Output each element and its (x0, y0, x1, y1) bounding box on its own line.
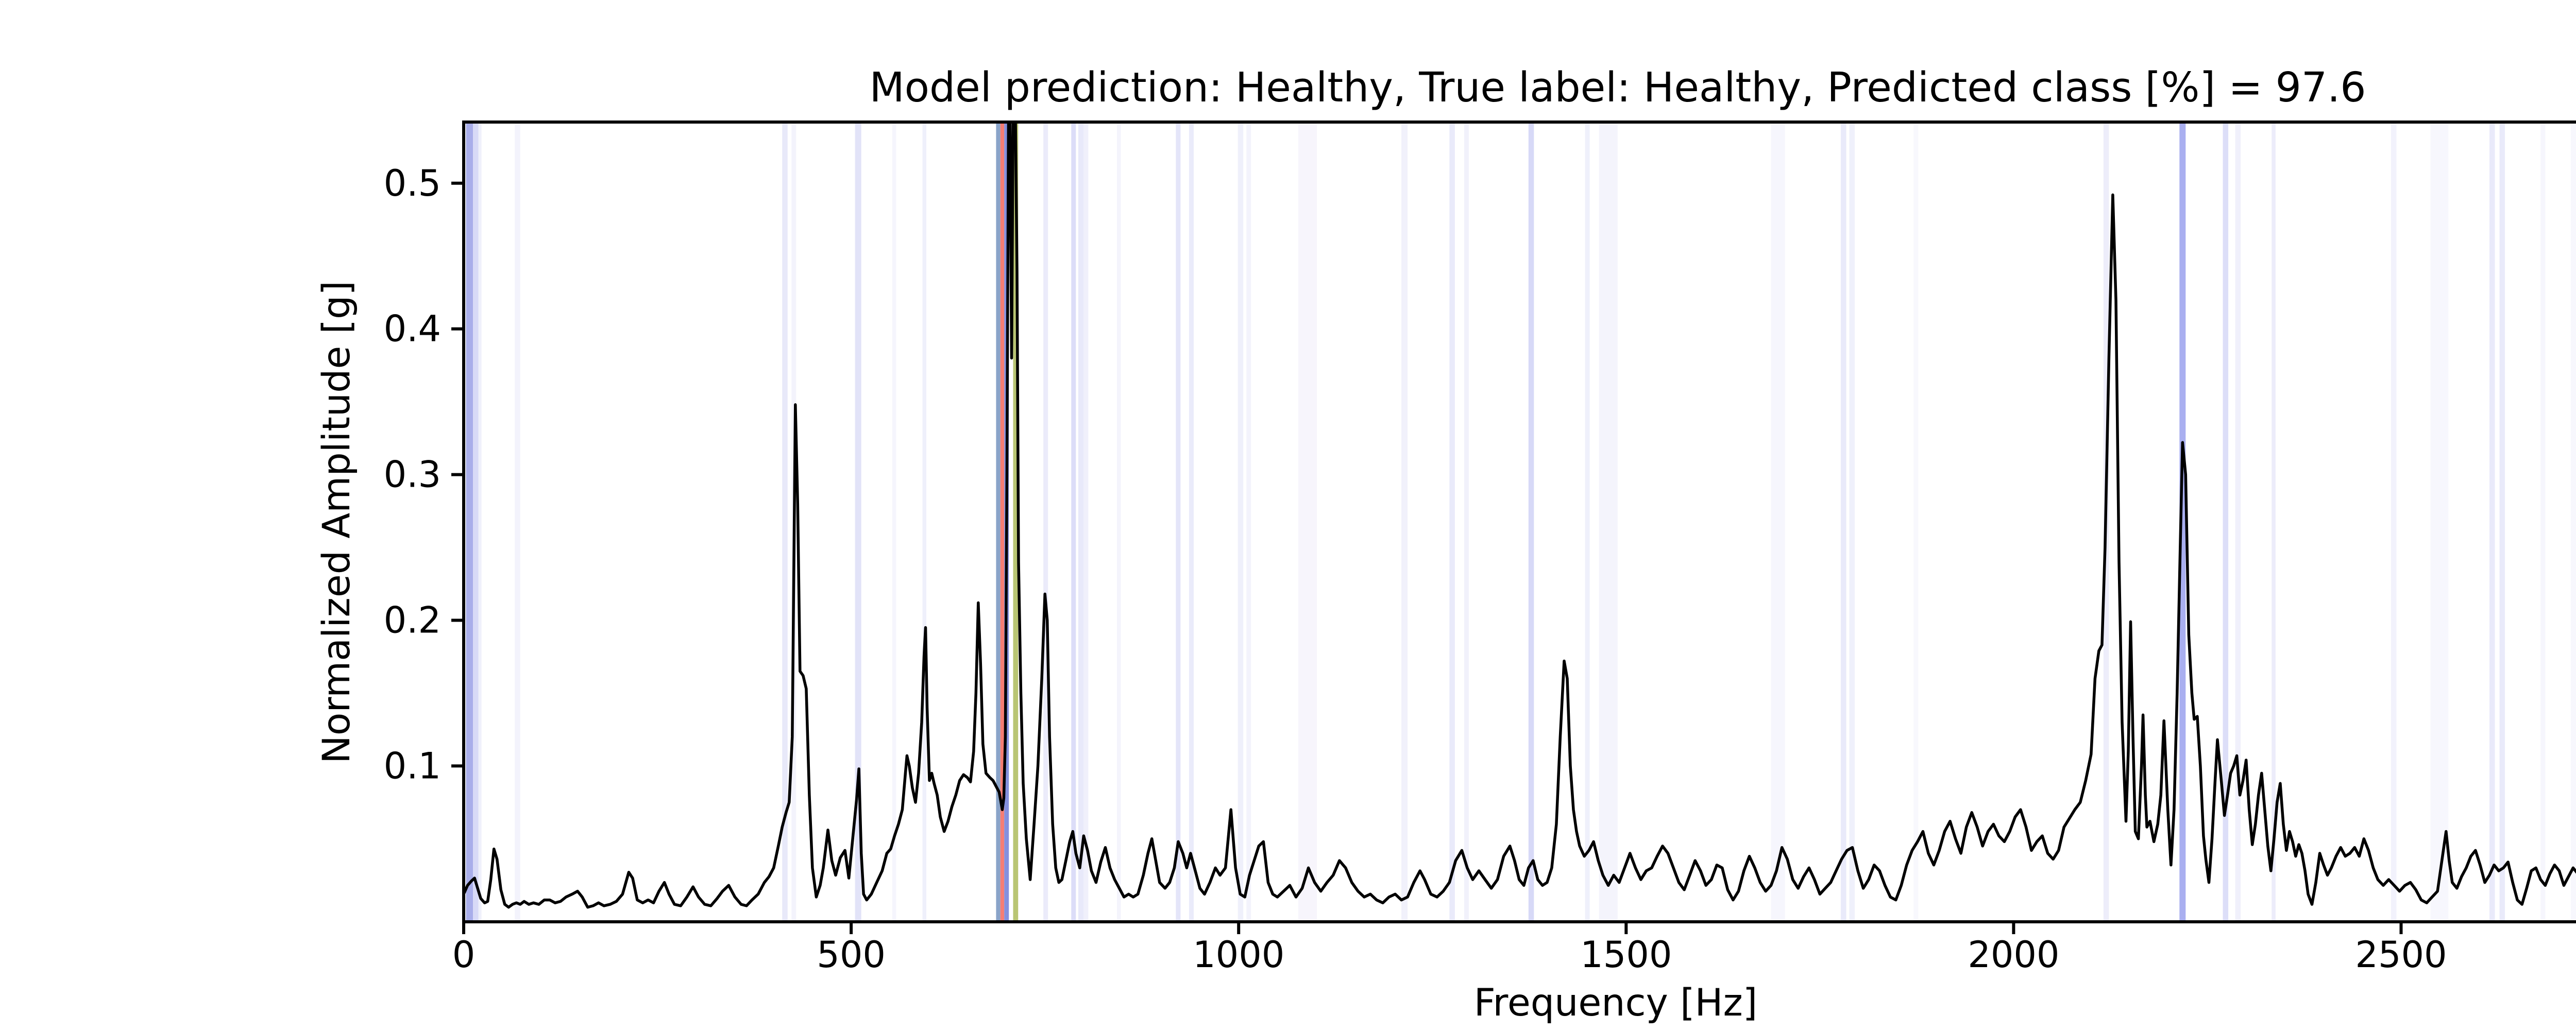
saliency-band (1246, 122, 1251, 922)
saliency-band (1840, 122, 1846, 922)
saliency-band-overlay (466, 122, 2576, 922)
saliency-band (1913, 122, 1919, 922)
saliency-band (2391, 122, 2397, 922)
saliency-band (892, 122, 896, 922)
spectrum-line (464, 122, 2576, 909)
saliency-band (466, 122, 473, 922)
y-axis-label: Normalized Amplitude [g] (315, 281, 359, 764)
saliency-band (1189, 122, 1194, 922)
saliency-band (1464, 122, 1469, 922)
x-tick-label: 1500 (1580, 934, 1672, 976)
saliency-band (2499, 122, 2505, 922)
saliency-band (2430, 122, 2449, 922)
saliency-band (1043, 122, 1048, 922)
y-tick-label: 0.3 (384, 454, 441, 496)
saliency-band (922, 122, 927, 922)
saliency-band (2540, 122, 2546, 922)
x-tick-label: 1000 (1193, 934, 1284, 976)
saliency-band (855, 122, 861, 922)
saliency-band (1298, 122, 1317, 922)
saliency-band (1449, 122, 1455, 922)
saliency-band (1401, 122, 1408, 922)
saliency-band (1071, 122, 1076, 922)
saliency-band (1585, 122, 1590, 922)
y-tick-label: 0.4 (384, 308, 441, 350)
saliency-band (473, 122, 479, 922)
spectrum-line-path (464, 122, 2576, 909)
y-tick-label: 0.5 (384, 162, 441, 204)
saliency-band (515, 122, 520, 922)
saliency-band (2235, 122, 2241, 922)
saliency-band (1013, 122, 1019, 922)
saliency-band (2570, 122, 2576, 922)
axes: 0 500 1000 1500 2000 2500 0.1 0.2 0.3 0.4 0.5 (384, 121, 2576, 976)
saliency-band (996, 122, 1001, 922)
saliency-band (2179, 122, 2186, 922)
saliency-band (1771, 122, 1785, 922)
saliency-band (2272, 122, 2276, 922)
y-tick-label: 0.2 (384, 599, 441, 641)
saliency-band (1117, 122, 1121, 922)
saliency-band (1176, 122, 1181, 922)
x-tick-label: 2000 (1968, 934, 2059, 976)
saliency-band (478, 122, 482, 922)
saliency-band (1238, 122, 1244, 922)
x-tick-label: 2500 (2355, 934, 2447, 976)
saliency-band (1849, 122, 1855, 922)
saliency-band (782, 122, 788, 922)
saliency-band (1083, 122, 1089, 922)
saliency-band (2489, 122, 2495, 922)
plot-title: Model prediction: Healthy, True label: H… (869, 64, 2366, 111)
plot-spines (462, 121, 2576, 923)
x-tick-label: 0 (452, 934, 476, 976)
saliency-band (1599, 122, 1618, 922)
saliency-band (2223, 122, 2229, 922)
x-axis-label: Frequency [Hz] (1474, 981, 1758, 1025)
x-tick-label: 500 (817, 934, 886, 976)
y-tick-label: 0.1 (384, 745, 441, 787)
saliency-band (1000, 122, 1005, 922)
saliency-band (1078, 122, 1084, 922)
saliency-band (1528, 122, 1534, 922)
